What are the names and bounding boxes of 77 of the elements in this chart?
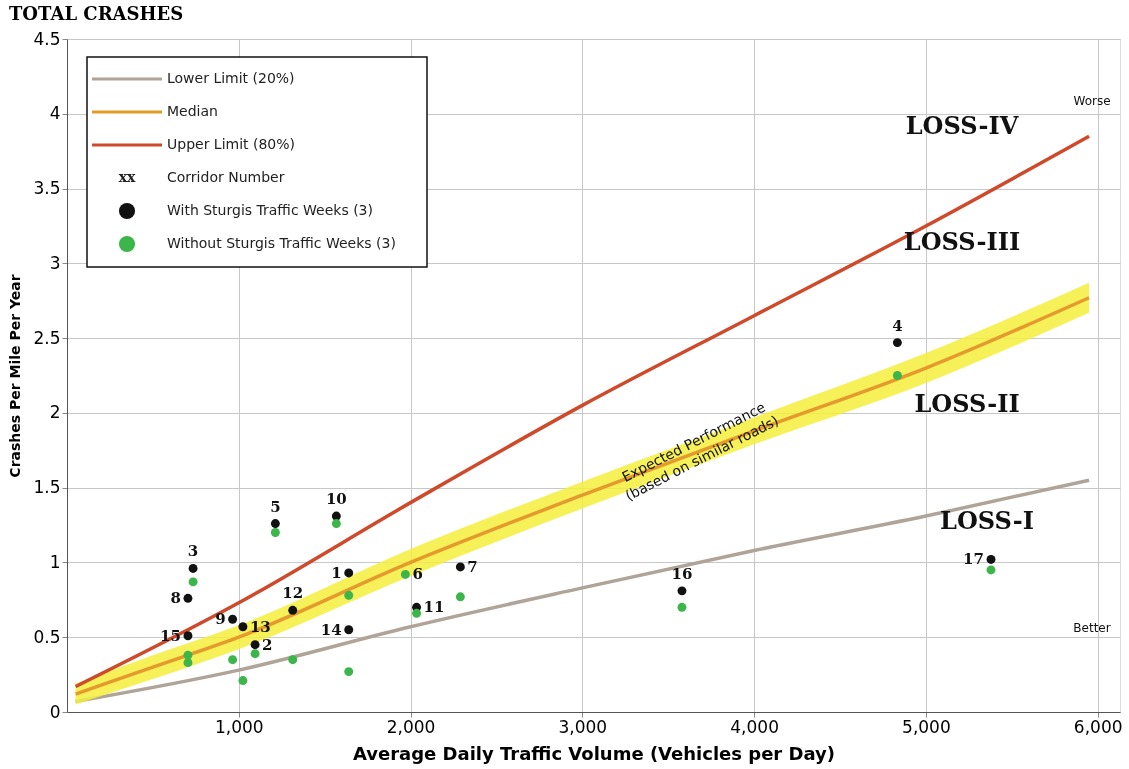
y-tick-label: 2.5 — [33, 327, 61, 348]
point — [677, 586, 687, 596]
y-tick-label: 1 — [49, 551, 61, 572]
x-tick-label: 2,000 — [386, 716, 436, 737]
legend-label: Upper Limit (80%) — [167, 136, 296, 152]
point — [455, 562, 465, 572]
annotation: 4 — [892, 316, 903, 335]
x-tick-label: 4,000 — [730, 716, 779, 737]
y-tick-label: 0 — [49, 701, 61, 722]
point — [250, 640, 260, 650]
annotation: LOSS-III — [903, 227, 1021, 256]
y-tick-label: 3 — [49, 252, 61, 273]
annotation: 1 — [331, 563, 342, 582]
x-tick-label: 1,000 — [214, 716, 264, 737]
legend-label: Median — [167, 103, 218, 119]
y-tick-label: 1.5 — [33, 477, 61, 498]
point — [455, 592, 465, 602]
point — [892, 338, 902, 348]
point — [188, 577, 198, 587]
annotation: 17 — [963, 550, 984, 569]
annotation: 8 — [170, 589, 181, 608]
annotation: 10 — [325, 490, 347, 509]
point — [238, 676, 248, 686]
annotation: Worse — [1073, 94, 1111, 108]
y-axis-title: Crashes Per Mile Per Year — [7, 274, 24, 478]
x-tick-label: 3,000 — [558, 716, 608, 737]
point — [183, 631, 193, 641]
point — [344, 667, 354, 677]
point — [183, 593, 193, 603]
annotation: xx — [118, 169, 136, 185]
y-tick-label: 3.5 — [33, 178, 61, 199]
annotation: LOSS-IV — [905, 111, 1019, 140]
annotation: 9 — [215, 610, 226, 629]
chart-title: TOTAL CRASHES — [8, 3, 184, 24]
annotation: 16 — [671, 564, 693, 583]
annotation: 2 — [262, 635, 273, 654]
annotation: LOSS-II — [914, 389, 1020, 418]
y-tick-label: 4 — [49, 103, 61, 124]
y-tick-label: 2 — [49, 402, 61, 423]
point — [986, 554, 996, 564]
y-tick-label: 4.5 — [33, 28, 61, 49]
point — [228, 614, 238, 624]
point — [344, 568, 354, 578]
point — [188, 563, 198, 573]
point — [892, 371, 902, 380]
annotation: 5 — [270, 497, 281, 516]
point — [677, 602, 687, 612]
annotation: 11 — [423, 598, 445, 617]
point — [270, 519, 280, 529]
y-tick-label: 0.5 — [33, 626, 61, 647]
point — [288, 605, 298, 615]
point — [331, 519, 341, 529]
point — [400, 569, 410, 579]
point — [270, 528, 280, 537]
annotation: 13 — [249, 617, 271, 636]
annotation: 12 — [282, 584, 304, 603]
annotation: LOSS-I — [940, 506, 1034, 535]
legend-label: Without Sturgis Traffic Weeks (3) — [167, 235, 396, 251]
point — [250, 649, 260, 659]
annotation: 7 — [467, 557, 478, 576]
point — [183, 650, 193, 660]
point — [238, 622, 248, 632]
annotation: Corridor Number — [167, 169, 285, 185]
point — [288, 655, 298, 665]
annotation: 14 — [320, 620, 342, 639]
x-axis-title: Average Daily Traffic Volume (Vehicles per Day) — [352, 742, 836, 764]
point — [986, 565, 996, 575]
point — [412, 608, 422, 618]
point — [344, 590, 354, 600]
x-tick-label: 5,000 — [902, 716, 951, 737]
point — [228, 655, 238, 665]
legend-label: With Sturgis Traffic Weeks (3) — [167, 202, 373, 218]
annotation: Better — [1073, 621, 1111, 635]
legend-label: Lower Limit (20%) — [167, 70, 295, 86]
point — [344, 625, 354, 635]
annotation: 3 — [187, 542, 199, 561]
x-tick-label: 6,000 — [1073, 716, 1123, 737]
